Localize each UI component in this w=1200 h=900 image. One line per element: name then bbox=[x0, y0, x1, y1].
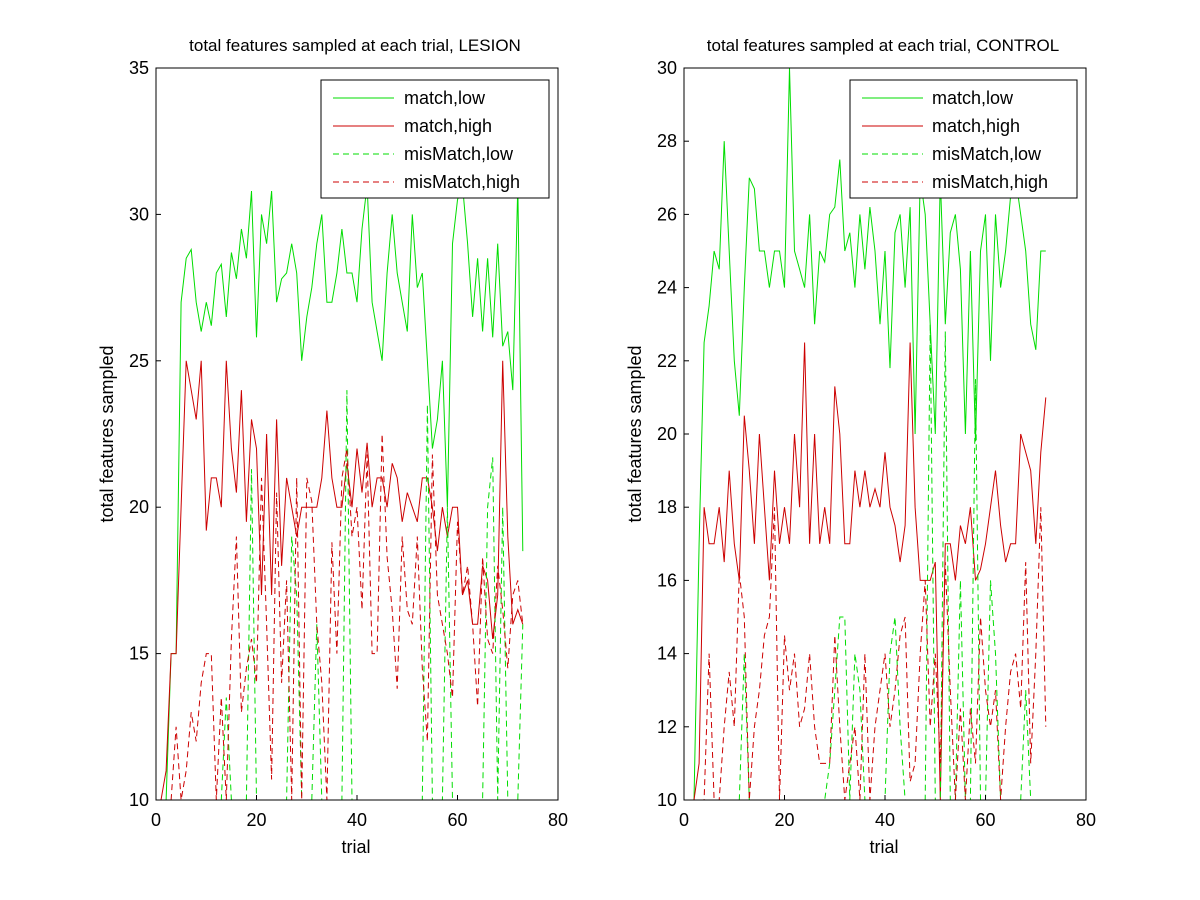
lesion-y-tick-label: 30 bbox=[129, 204, 149, 224]
control-y-tick-label: 18 bbox=[657, 497, 677, 517]
lesion-x-tick-label: 80 bbox=[548, 810, 568, 830]
lesion-chart: total features sampled at each trial, LE… bbox=[97, 36, 568, 857]
control-legend: match,low match,high misMatch,low misMat… bbox=[849, 79, 1078, 199]
control-x-tick-label: 0 bbox=[679, 810, 689, 830]
control-chart-title: total features sampled at each trial, CO… bbox=[707, 36, 1059, 55]
lesion-legend-label-match-high: match,high bbox=[404, 116, 492, 136]
control-legend-box bbox=[849, 79, 1078, 199]
lesion-legend-label-mismatch-low: misMatch,low bbox=[404, 144, 514, 164]
control-y-tick-label: 20 bbox=[657, 424, 677, 444]
lesion-y-tick-label: 20 bbox=[129, 497, 149, 517]
lesion-legend: match,low match,high misMatch,low misMat… bbox=[320, 79, 550, 199]
lesion-legend-label-mismatch-high: misMatch,high bbox=[404, 172, 520, 192]
control-plot-area bbox=[689, 68, 1047, 800]
control-y-tick-label: 28 bbox=[657, 131, 677, 151]
control-legend-label-match-low: match,low bbox=[932, 88, 1014, 108]
control-x-tick-label: 60 bbox=[975, 810, 995, 830]
control-y-tick-label: 22 bbox=[657, 351, 677, 371]
control-chart: total features sampled at each trial, CO… bbox=[625, 36, 1096, 857]
lesion-x-axis-label: trial bbox=[341, 837, 370, 857]
control-x-tick-label: 40 bbox=[875, 810, 895, 830]
control-legend-label-match-high: match,high bbox=[932, 116, 1020, 136]
lesion-y-tick-label: 25 bbox=[129, 351, 149, 371]
control-y-tick-label: 26 bbox=[657, 204, 677, 224]
control-y-axis-label: total features sampled bbox=[625, 345, 645, 522]
control-y-tick-label: 30 bbox=[657, 58, 677, 78]
control-series-match-low bbox=[689, 68, 1046, 800]
control-x-tick-label: 80 bbox=[1076, 810, 1096, 830]
control-y-tick-label: 12 bbox=[657, 717, 677, 737]
lesion-ticks: 0 20 40 60 80 10 15 20 25 30 35 bbox=[129, 58, 568, 830]
control-y-tick-label: 10 bbox=[657, 790, 677, 810]
control-legend-label-mismatch-low: misMatch,low bbox=[932, 144, 1042, 164]
lesion-y-tick-label: 15 bbox=[129, 644, 149, 664]
lesion-x-tick-label: 40 bbox=[347, 810, 367, 830]
control-y-tick-label: 14 bbox=[657, 644, 677, 664]
control-y-tick-label: 24 bbox=[657, 278, 677, 298]
lesion-series-match-high bbox=[160, 360, 524, 800]
lesion-y-tick-label: 10 bbox=[129, 790, 149, 810]
control-series-match-high bbox=[689, 342, 1047, 800]
lesion-chart-title: total features sampled at each trial, LE… bbox=[189, 36, 521, 55]
control-x-tick-label: 20 bbox=[774, 810, 794, 830]
lesion-y-tick-label: 35 bbox=[129, 58, 149, 78]
lesion-legend-label-match-low: match,low bbox=[404, 88, 486, 108]
control-y-tick-label: 16 bbox=[657, 570, 677, 590]
lesion-x-tick-label: 20 bbox=[246, 810, 266, 830]
lesion-x-tick-label: 0 bbox=[151, 810, 161, 830]
lesion-y-axis-label: total features sampled bbox=[97, 345, 117, 522]
control-ticks: 0 20 40 60 80 10 12 14 16 18 20 22 24 26 28 30 bbox=[657, 58, 1096, 830]
control-x-axis-label: trial bbox=[869, 837, 898, 857]
control-legend-label-mismatch-high: misMatch,high bbox=[932, 172, 1048, 192]
lesion-legend-box bbox=[320, 79, 550, 199]
lesion-x-tick-label: 60 bbox=[447, 810, 467, 830]
